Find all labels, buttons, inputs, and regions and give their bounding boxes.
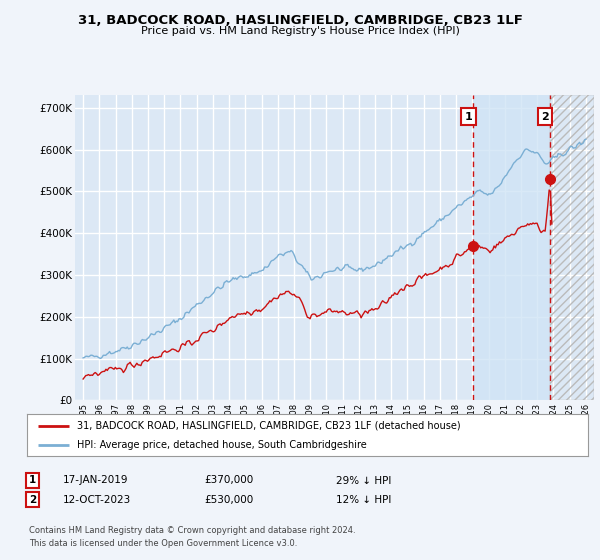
Text: 12% ↓ HPI: 12% ↓ HPI [336,494,391,505]
Text: 29% ↓ HPI: 29% ↓ HPI [336,475,391,486]
Text: £530,000: £530,000 [204,494,253,505]
Text: 31, BADCOCK ROAD, HASLINGFIELD, CAMBRIDGE, CB23 1LF: 31, BADCOCK ROAD, HASLINGFIELD, CAMBRIDG… [77,14,523,27]
Text: 1: 1 [464,111,472,122]
Text: Contains HM Land Registry data © Crown copyright and database right 2024.: Contains HM Land Registry data © Crown c… [29,526,355,535]
Bar [473,95,550,400]
Text: Price paid vs. HM Land Registry's House Price Index (HPI): Price paid vs. HM Land Registry's House … [140,26,460,36]
Bar [550,95,594,400]
Text: 17-JAN-2019: 17-JAN-2019 [63,475,128,486]
Text: This data is licensed under the Open Government Licence v3.0.: This data is licensed under the Open Gov… [29,539,297,548]
Text: 12-OCT-2023: 12-OCT-2023 [63,494,131,505]
Text: 2: 2 [29,494,36,505]
Bar [550,95,594,400]
Text: £370,000: £370,000 [204,475,253,486]
Text: 1: 1 [29,475,36,486]
Text: HPI: Average price, detached house, South Cambridgeshire: HPI: Average price, detached house, Sout… [77,440,367,450]
Text: 31, BADCOCK ROAD, HASLINGFIELD, CAMBRIDGE, CB23 1LF (detached house): 31, BADCOCK ROAD, HASLINGFIELD, CAMBRIDG… [77,421,461,431]
Text: 2: 2 [541,111,549,122]
